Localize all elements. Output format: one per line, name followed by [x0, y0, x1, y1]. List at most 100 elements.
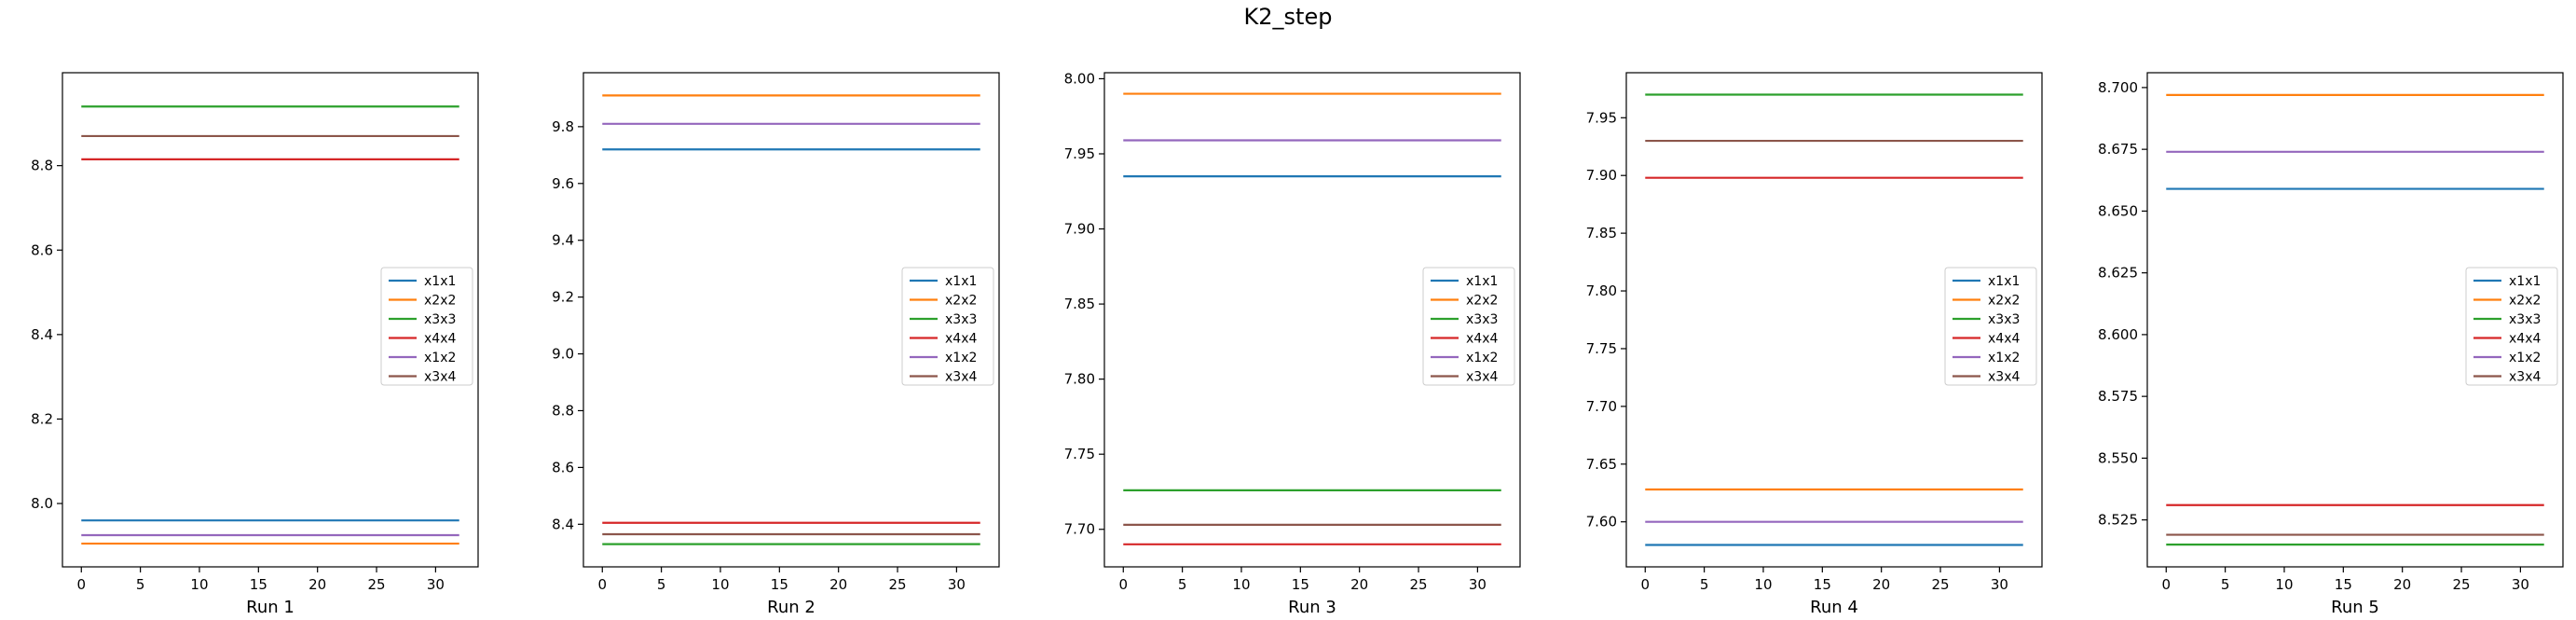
subplot-3: 0 5 10 15 20 25 30 7.70 7.75 7.80 7.85 7.90 7.95 8.00… — [1064, 70, 1521, 617]
legend-label-x1x2: x1x2 — [1988, 351, 2020, 365]
legend-label-x4x4: x4x4 — [2509, 332, 2541, 347]
x-tick-label: 15 — [250, 576, 267, 593]
x-axis-label: Run 1 — [246, 598, 295, 617]
axes-frame — [62, 72, 479, 568]
subplot-2: 0 5 10 15 20 25 30 8.4 8.6 8.8 9.0 9.2 9.4 9.6 9.8 Run … — [552, 72, 1000, 617]
y-tick-label: 8.675 — [2098, 141, 2138, 158]
y-tick-label: 8.4 — [552, 516, 574, 532]
y-tick-label: 9.6 — [552, 175, 574, 192]
legend-box — [901, 267, 994, 386]
legend-label-x3x3: x3x3 — [424, 312, 456, 327]
legend-label-x4x4: x4x4 — [1988, 332, 2020, 347]
y-tick-label: 7.90 — [1586, 167, 1617, 184]
x-axis-label: Run 4 — [1810, 598, 1858, 617]
subplot-4: 0 5 10 15 20 25 30 7.60 7.65 7.70 7.75 7.80 7.85 7.90… — [1586, 72, 2043, 617]
axes-frame — [2146, 72, 2564, 568]
legend-label-x3x4: x3x4 — [1466, 370, 1498, 385]
legend: x1x1 x2x2 x3x3 x4x4 x1x2 x3x4 — [1944, 267, 2037, 386]
legend-label-x4x4: x4x4 — [945, 332, 977, 347]
legend: x1x1 x2x2 x3x3 x4x4 x1x2 x3x4 — [1422, 267, 1515, 386]
y-tick-label: 7.90 — [1064, 221, 1095, 238]
axes-frame — [1103, 72, 1521, 568]
x-tick-label: 0 — [2161, 576, 2171, 593]
y-tick-label: 7.75 — [1586, 340, 1617, 357]
legend-label-x3x3: x3x3 — [945, 312, 977, 327]
x-tick-label: 10 — [711, 576, 729, 593]
y-tick-label: 8.8 — [552, 402, 574, 419]
x-tick-label: 0 — [597, 576, 607, 593]
x-tick-label: 15 — [1292, 576, 1309, 593]
x-tick-label: 0 — [76, 576, 86, 593]
x-tick-label: 30 — [948, 576, 966, 593]
x-tick-label: 10 — [1232, 576, 1250, 593]
legend: x1x1 x2x2 x3x3 x4x4 x1x2 x3x4 — [2465, 267, 2558, 386]
x-tick-label: 5 — [1178, 576, 1187, 593]
legend-box — [380, 267, 473, 386]
x-tick-label: 15 — [2335, 576, 2352, 593]
y-tick-label: 8.650 — [2098, 202, 2138, 219]
legend-label-x3x4: x3x4 — [945, 370, 977, 385]
x-tick-label: 15 — [771, 576, 788, 593]
legend-label-x2x2: x2x2 — [424, 294, 456, 309]
y-tick-label: 8.625 — [2098, 265, 2138, 282]
legend: x1x1 x2x2 x3x3 x4x4 x1x2 x3x4 — [901, 267, 994, 386]
axes-frame — [1625, 72, 2043, 568]
y-tick-label: 7.70 — [1064, 521, 1095, 538]
y-tick-label: 7.80 — [1064, 371, 1095, 388]
y-tick-label: 9.4 — [552, 232, 574, 249]
x-tick-label: 20 — [2393, 576, 2411, 593]
y-tick-label: 8.550 — [2098, 449, 2138, 466]
y-tick-label: 7.80 — [1586, 282, 1617, 299]
legend-label-x3x3: x3x3 — [2509, 312, 2541, 327]
x-tick-label: 20 — [1350, 576, 1368, 593]
y-tick-label: 9.2 — [552, 289, 574, 306]
legend-label-x1x2: x1x2 — [945, 351, 977, 365]
legend-label-x1x2: x1x2 — [424, 351, 456, 365]
y-tick-label: 8.700 — [2098, 79, 2138, 96]
x-tick-label: 20 — [829, 576, 847, 593]
legend-label-x3x3: x3x3 — [1988, 312, 2020, 327]
x-tick-label: 25 — [888, 576, 906, 593]
y-tick-label: 7.95 — [1064, 145, 1095, 162]
y-tick-label: 8.525 — [2098, 512, 2138, 529]
x-tick-label: 20 — [308, 576, 326, 593]
subplot-1: 0 5 10 15 20 25 30 8.0 8.2 8.4 8.6 8.8 Run 1 x1x1 x2x2… — [31, 72, 479, 617]
x-tick-label: 25 — [2452, 576, 2470, 593]
x-axis-label: Run 5 — [2331, 598, 2379, 617]
legend-label-x3x4: x3x4 — [424, 370, 456, 385]
x-tick-label: 5 — [657, 576, 666, 593]
y-tick-label: 8.8 — [31, 158, 53, 174]
x-axis-label: Run 2 — [767, 598, 815, 617]
x-tick-label: 15 — [1814, 576, 1831, 593]
axes-frame — [582, 72, 1000, 568]
y-tick-label: 7.65 — [1586, 456, 1617, 473]
legend-label-x1x2: x1x2 — [1466, 351, 1498, 365]
y-tick-label: 8.4 — [31, 326, 53, 343]
x-tick-label: 5 — [136, 576, 145, 593]
legend-label-x2x2: x2x2 — [945, 294, 977, 309]
y-tick-label: 8.600 — [2098, 326, 2138, 343]
x-tick-label: 0 — [1640, 576, 1650, 593]
legend: x1x1 x2x2 x3x3 x4x4 x1x2 x3x4 — [380, 267, 473, 386]
x-tick-label: 30 — [1469, 576, 1487, 593]
legend-label-x4x4: x4x4 — [424, 332, 456, 347]
x-tick-label: 10 — [2275, 576, 2293, 593]
y-tick-label: 7.85 — [1586, 225, 1617, 241]
y-tick-label: 9.0 — [552, 346, 574, 363]
legend-label-x1x1: x1x1 — [1988, 274, 2020, 289]
legend-label-x2x2: x2x2 — [2509, 294, 2541, 309]
x-tick-label: 25 — [1931, 576, 1949, 593]
legend-box — [2465, 267, 2558, 386]
legend-label-x3x3: x3x3 — [1466, 312, 1498, 327]
y-tick-label: 8.00 — [1064, 70, 1095, 87]
legend-label-x2x2: x2x2 — [1988, 294, 2020, 309]
y-tick-label: 7.95 — [1586, 109, 1617, 126]
x-tick-label: 5 — [2221, 576, 2230, 593]
x-tick-label: 30 — [1991, 576, 2008, 593]
legend-label-x3x4: x3x4 — [1988, 370, 2020, 385]
x-tick-label: 20 — [1872, 576, 1890, 593]
y-tick-label: 8.6 — [31, 241, 53, 258]
legend-label-x2x2: x2x2 — [1466, 294, 1498, 309]
legend-label-x1x1: x1x1 — [945, 274, 977, 289]
